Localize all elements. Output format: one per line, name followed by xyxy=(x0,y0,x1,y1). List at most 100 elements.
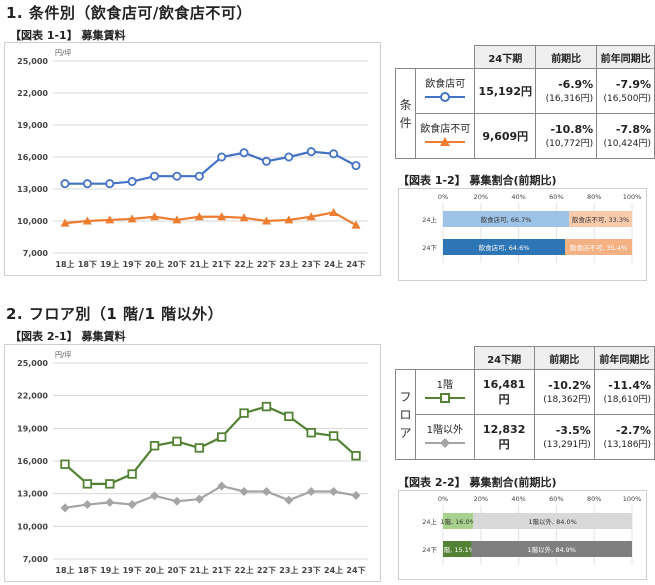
y-unit-label: 円/坪 xyxy=(55,49,71,57)
data-point xyxy=(239,486,249,496)
legend-square-marker-icon xyxy=(424,393,465,403)
table-corner xyxy=(395,346,475,370)
bar-segment xyxy=(443,239,566,255)
series-line xyxy=(64,211,357,227)
x-tick-label: 22下 xyxy=(257,260,276,269)
x-tick-label: 80% xyxy=(587,495,601,503)
summary-table-1: 24下期 前期比 前年同期比 条件 飲食店可 15,192円 -6.9% (16,… xyxy=(394,45,655,159)
data-point xyxy=(216,432,227,442)
row-label-other-floors: 1階以外 xyxy=(415,414,475,460)
bar-segment xyxy=(473,513,632,529)
data-point xyxy=(351,161,361,171)
data-point xyxy=(217,212,227,221)
table-side-label: フロア xyxy=(394,369,417,460)
row-label-restaurant-ng: 飲食店不可 xyxy=(415,113,476,159)
share2-panel: 0% 20% 40% 60% 80% 100% 24上 1階, 16.0% 1階以外, 84.0… xyxy=(398,490,647,580)
share1-panel: 0% 20% 40% 60% 80% 100% 24上 飲食店可, 66.7% 飲食店不可, 3… xyxy=(398,188,647,281)
data-point xyxy=(351,220,361,229)
x-tick-label: 19下 xyxy=(123,566,142,575)
data-point xyxy=(105,179,115,189)
row-qoq: -10.2% (18,362円) xyxy=(533,369,595,415)
data-point xyxy=(150,171,160,181)
row-label-restaurant-ok: 飲食店可 xyxy=(415,68,476,114)
row-label-first-floor: 1階 xyxy=(415,369,475,415)
y-unit-label: 円/坪 xyxy=(55,351,71,359)
row-yoy: -2.7% (13,186円) xyxy=(593,414,655,460)
col-header-yoy: 前年同期比 xyxy=(596,45,655,69)
x-tick-label: 22上 xyxy=(235,565,254,575)
data-point xyxy=(194,494,204,504)
data-point xyxy=(306,427,316,438)
data-point xyxy=(284,215,294,224)
data-point xyxy=(82,479,93,489)
row-qoq: -3.5% (13,291円) xyxy=(533,414,595,460)
table-side-label: 条件 xyxy=(394,68,417,159)
y-tick-label: 16,000 xyxy=(17,457,48,466)
data-point xyxy=(329,149,339,159)
row-qoq: -6.9% (16,316円) xyxy=(535,68,598,114)
data-point xyxy=(239,148,249,158)
x-tick-label: 20上 xyxy=(145,565,164,575)
x-tick-label: 23下 xyxy=(302,566,321,575)
data-point xyxy=(82,179,92,189)
series-line xyxy=(65,150,357,185)
col-header-current: 24下期 xyxy=(474,45,537,69)
row-yoy: -7.8% (10,424円) xyxy=(596,113,655,159)
bar-label: 飲食店可, 66.7% xyxy=(481,215,532,224)
data-point xyxy=(329,207,339,216)
data-point xyxy=(172,171,182,181)
x-tick-label: 22下 xyxy=(257,566,276,575)
summary-table-2: 24下期 前期比 前年同期比 フロア 1階 16,481円 -10.2% (18,… xyxy=(394,346,655,460)
data-point xyxy=(60,459,70,469)
y-tick-label: 22,000 xyxy=(17,89,48,98)
x-tick-label: 0% xyxy=(438,193,448,201)
data-point xyxy=(150,491,160,501)
bar-segment xyxy=(569,211,632,227)
x-tick-label: 18下 xyxy=(78,260,97,269)
share2-caption: 【図表 2-2】 募集割合(前期比) xyxy=(398,476,557,489)
bar-label: 1階, 15.1% xyxy=(440,545,475,554)
x-tick-label: 18上 xyxy=(55,259,74,269)
data-point xyxy=(261,156,271,166)
bar-label: 1階, 16.0% xyxy=(440,517,475,526)
row-value: 9,609円 xyxy=(474,113,537,159)
data-point xyxy=(329,486,339,496)
bar-label: 飲食店不可, 33.3% xyxy=(572,215,629,224)
x-tick-label: 100% xyxy=(623,495,642,503)
y-tick-label: 19,000 xyxy=(17,121,48,130)
line-chart-2: 円/坪 7,000 10,000 13,000 16,000 19,000 22,000 25… xyxy=(17,351,368,575)
category-label: 24下 xyxy=(422,244,437,252)
row-yoy: -7.9% (16,500円) xyxy=(596,68,655,114)
data-point xyxy=(284,152,294,162)
table-corner xyxy=(394,45,476,69)
x-tick-label: 20% xyxy=(474,193,488,201)
line-chart-1: 円/坪 7,000 10,000 13,000 16,000 19,000 22,000 25… xyxy=(17,49,368,269)
y-tick-label: 13,000 xyxy=(17,490,48,499)
chart1-caption: 【図表 1-1】 募集賃料 xyxy=(10,29,126,42)
y-tick-label: 7,000 xyxy=(23,555,49,564)
data-point xyxy=(60,503,70,513)
series-line xyxy=(64,405,357,485)
row-yoy: -11.4% (18,610円) xyxy=(593,369,655,415)
data-point xyxy=(284,411,294,422)
x-tick-label: 21下 xyxy=(212,260,231,269)
legend-circle-marker-icon xyxy=(425,92,466,102)
row-qoq: -10.8% (10,772円) xyxy=(535,113,598,159)
data-point xyxy=(149,441,160,451)
data-point xyxy=(328,431,339,441)
x-tick-label: 22上 xyxy=(235,259,254,269)
data-point xyxy=(60,218,70,227)
data-point xyxy=(127,214,137,223)
x-tick-label: 18下 xyxy=(78,566,97,575)
x-tick-label: 23下 xyxy=(302,260,321,269)
y-tick-label: 16,000 xyxy=(17,153,48,162)
x-tick-label: 60% xyxy=(549,193,563,201)
x-tick-label: 24下 xyxy=(346,566,365,575)
bar-label: 飲食店不可, 35.4% xyxy=(570,243,627,252)
x-tick-label: 40% xyxy=(511,495,525,503)
data-point xyxy=(105,479,115,489)
bar-segment xyxy=(443,211,570,227)
section1-title: 1. 条件別（飲食店可/飲食店不可） xyxy=(6,4,252,22)
x-tick-label: 19上 xyxy=(100,259,119,269)
x-tick-label: 20% xyxy=(474,495,488,503)
